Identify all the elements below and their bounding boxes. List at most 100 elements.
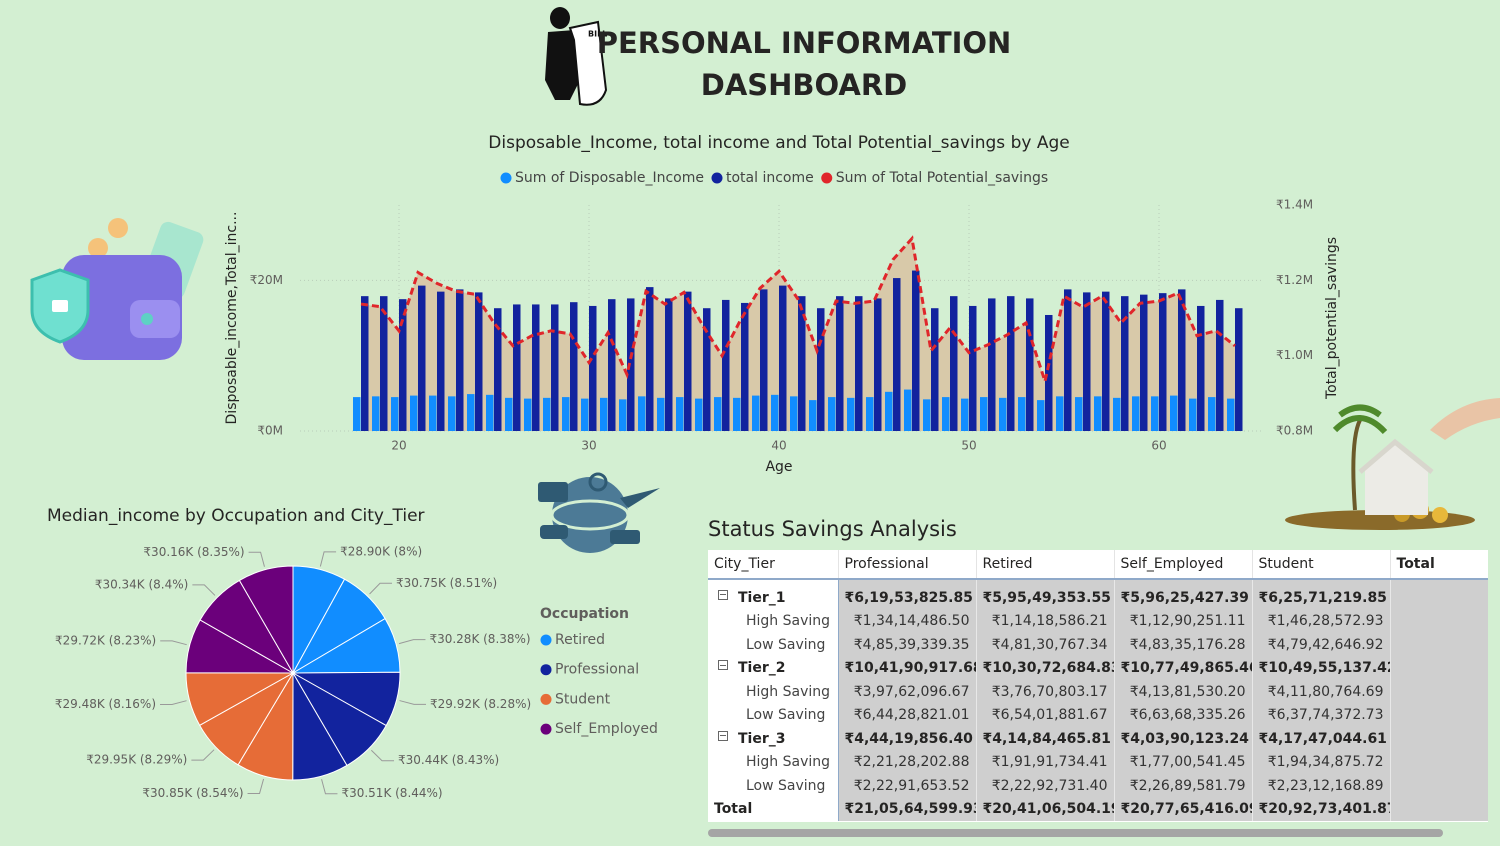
pie-leader xyxy=(319,551,337,567)
table-title: Status Savings Analysis xyxy=(708,517,957,541)
bar xyxy=(1007,296,1015,431)
column-header: City_Tier xyxy=(708,550,839,579)
bar xyxy=(961,398,969,431)
bar xyxy=(866,397,874,431)
bar xyxy=(1132,396,1140,431)
row-label: Total xyxy=(708,797,839,821)
table-cell: ₹4,44,19,856.40 xyxy=(838,727,977,751)
table-cell: ₹15,99,95,19 xyxy=(1390,680,1488,704)
table-cell: ₹8,95,86,13 xyxy=(1390,774,1488,798)
pie-leader xyxy=(247,778,265,794)
bar xyxy=(1159,293,1167,431)
bar xyxy=(475,292,483,431)
bar xyxy=(817,308,825,431)
y2-tick-label: ₹1.0M xyxy=(1276,348,1313,362)
house-savings-icon xyxy=(1285,398,1500,530)
bar xyxy=(600,397,608,431)
y2-axis-title: Total_potential_savings xyxy=(1324,237,1340,400)
bar xyxy=(1151,396,1159,431)
table-cell: ₹83,17,09,92 xyxy=(1390,797,1488,821)
collapse-toggle[interactable] xyxy=(718,730,728,741)
table-cell: ₹6,25,71,219.85 xyxy=(1252,579,1391,610)
bar xyxy=(855,296,863,431)
bar xyxy=(703,308,711,431)
pie-leader xyxy=(192,584,216,596)
bar xyxy=(722,299,730,431)
bar xyxy=(988,298,996,431)
pie-leader xyxy=(160,640,187,646)
bar xyxy=(1216,299,1224,431)
column-header: Professional xyxy=(838,550,977,579)
bar xyxy=(532,304,540,431)
legend-label: Self_Employed xyxy=(555,721,658,737)
table-cell: ₹6,44,28,821.01 xyxy=(838,703,977,727)
row-label-text: Total xyxy=(714,801,753,818)
pie-data-label: ₹29.95K (8.29%) xyxy=(86,753,187,767)
table-cell: ₹6,63,68,335.26 xyxy=(1114,703,1253,727)
pie-data-label: ₹30.85K (8.54%) xyxy=(142,786,243,800)
bar xyxy=(1075,397,1083,431)
bar xyxy=(543,397,551,431)
table-cell: ₹2,26,89,581.79 xyxy=(1114,774,1253,798)
bill-icon-text: BILL xyxy=(588,30,607,39)
bar xyxy=(923,399,931,431)
table-cell: ₹4,85,39,339.35 xyxy=(838,633,977,657)
table-cell: ₹19,29,47,92 xyxy=(1390,633,1488,657)
legend-marker xyxy=(540,664,552,676)
table-cell: ₹4,83,35,176.28 xyxy=(1114,633,1253,657)
pie-leader xyxy=(160,700,187,705)
table-cell: ₹20,41,06,504.19 xyxy=(976,797,1115,821)
bar xyxy=(1037,400,1045,431)
table-cell: ₹10,49,55,137.42 xyxy=(1252,656,1391,680)
bar xyxy=(874,298,882,431)
bar xyxy=(847,397,855,431)
bar xyxy=(1045,314,1053,431)
collapse-toggle[interactable] xyxy=(718,660,728,671)
row-label: Tier_1 xyxy=(708,579,839,610)
bar xyxy=(1208,397,1216,431)
bar xyxy=(1227,398,1235,431)
bar xyxy=(676,397,684,431)
pie-data-label: ₹30.34K (8.4%) xyxy=(95,577,189,591)
bar xyxy=(969,305,977,431)
table-cell: ₹20,92,73,401.87 xyxy=(1252,797,1391,821)
table-cell: ₹1,34,14,486.50 xyxy=(838,609,977,633)
row-label: High Saving xyxy=(708,680,839,704)
horizontal-scrollbar[interactable] xyxy=(708,829,1443,837)
legend-label: Sum of Disposable_Income xyxy=(515,170,704,186)
row-label-text: Low Saving xyxy=(746,707,826,724)
bar xyxy=(399,299,407,431)
bill-man-icon: BILL xyxy=(545,7,607,106)
table-cell: ₹2,21,28,202.88 xyxy=(838,750,977,774)
table-cell: ₹10,41,90,917.68 xyxy=(838,656,977,680)
table-cell: ₹21,05,64,599.93 xyxy=(838,797,977,821)
bar xyxy=(448,396,456,431)
table-cell: ₹2,22,92,731.40 xyxy=(976,774,1115,798)
table-cell: ₹4,81,30,767.34 xyxy=(976,633,1115,657)
row-label: Tier_2 xyxy=(708,656,839,680)
table-cell: ₹4,14,84,465.81 xyxy=(976,727,1115,751)
table-cell: ₹10,77,49,865.46 xyxy=(1114,656,1253,680)
bar xyxy=(486,394,494,431)
bar xyxy=(589,305,597,431)
bar xyxy=(1178,289,1186,431)
row-label-text: Low Saving xyxy=(746,636,826,653)
table-row: High Saving ₹2,21,28,202.88 ₹1,91,91,734.4… xyxy=(708,750,1488,774)
bar xyxy=(494,308,502,431)
savings-table: City_Tier Professional Retired Self_Employe… xyxy=(708,550,1488,821)
bar xyxy=(779,285,787,431)
bar xyxy=(562,397,570,431)
bar xyxy=(741,302,749,431)
header-title: PERSONAL INFORMATION DASHBOARD xyxy=(597,26,1012,102)
pie-leader xyxy=(191,749,215,761)
combo-chart-title: Disposable_Income, total income and Tota… xyxy=(488,133,1069,153)
row-label-text: Low Saving xyxy=(746,777,826,794)
collapse-toggle[interactable] xyxy=(718,589,728,600)
row-label: Tier_3 xyxy=(708,727,839,751)
bar xyxy=(372,396,380,431)
bar xyxy=(912,270,920,431)
bar xyxy=(695,398,703,431)
table-cell: ₹20,77,65,416.09 xyxy=(1114,797,1253,821)
